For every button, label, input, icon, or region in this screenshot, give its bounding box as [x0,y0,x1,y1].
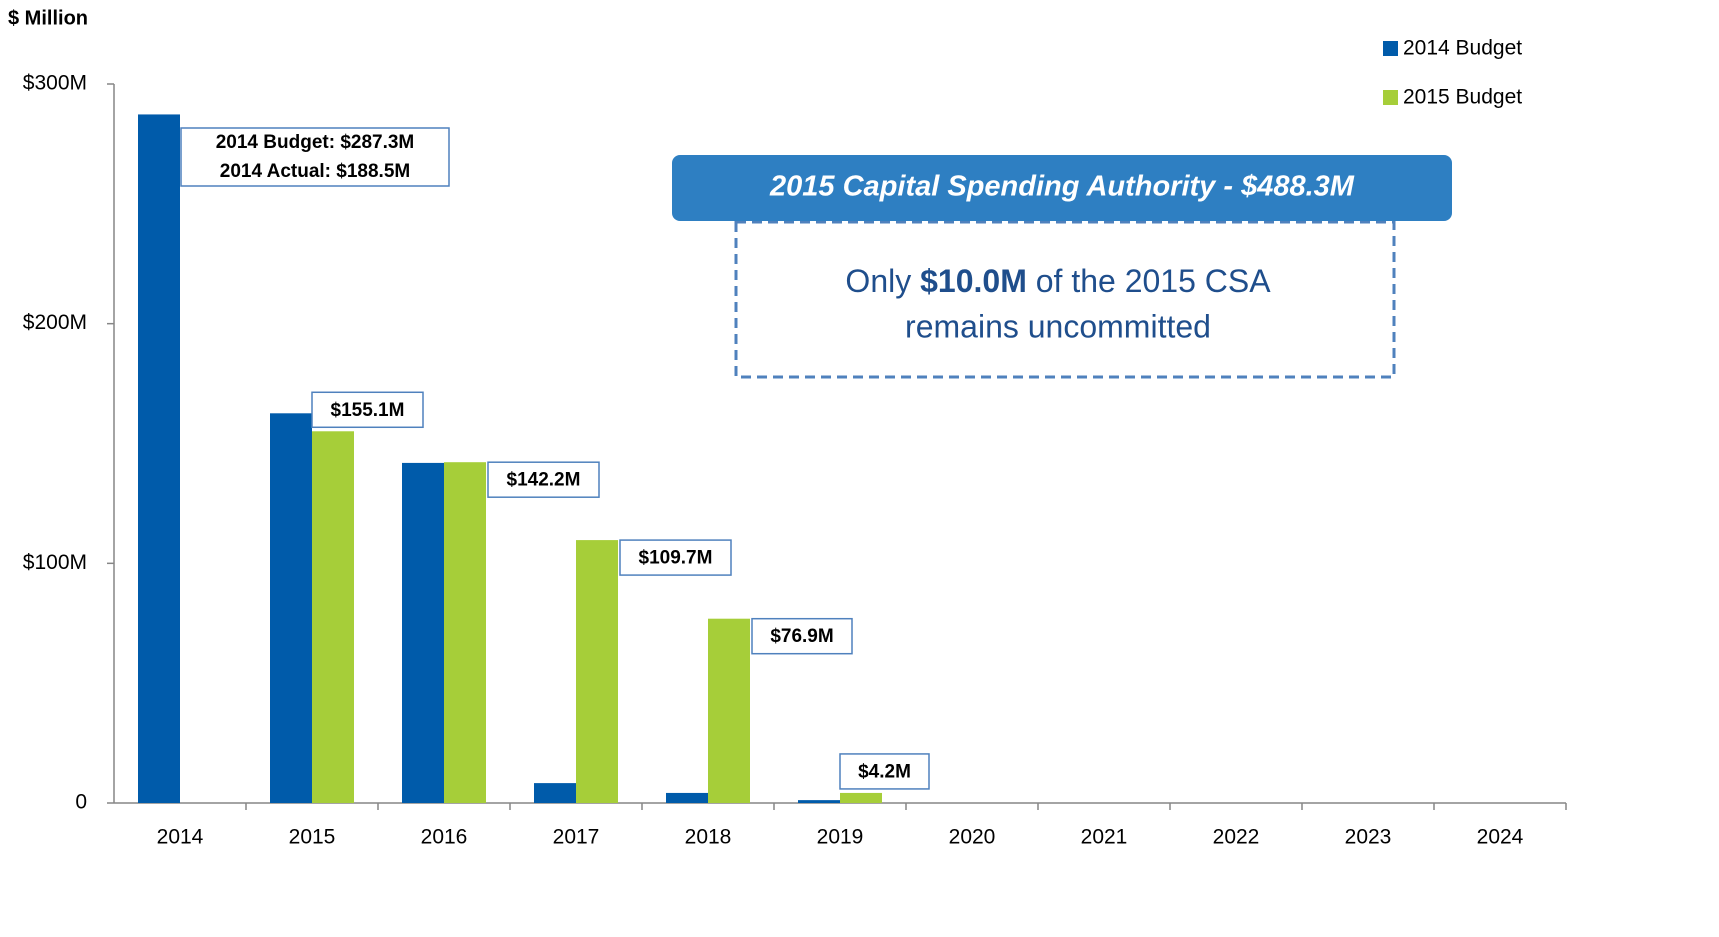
legend-swatch [1383,41,1398,56]
bar [312,431,354,803]
x-tick-label: 2021 [1081,826,1128,849]
value-label-box [751,617,853,655]
callout-text: Only [845,263,920,299]
note-box [180,127,450,187]
value-label: $109.7M [639,548,713,569]
callout-text: of the 2015 CSA [1027,263,1271,299]
bar [840,792,882,803]
x-tick-label: 2017 [553,826,600,849]
x-tick-label: 2019 [817,826,864,849]
value-label-box [839,753,930,790]
y-axis-label: $ Million [8,7,88,29]
x-tick-label: 2018 [685,826,732,849]
value-label: $4.2M [858,761,911,782]
bar [798,800,840,803]
bar [534,783,576,803]
bar [576,540,618,803]
callout-box [734,220,1396,379]
callout-text: Only $10.0M of the 2015 CSA [845,263,1271,299]
callout-banner [672,155,1452,221]
x-tick-label: 2022 [1213,826,1260,849]
bar [138,114,180,803]
bar [402,462,444,803]
value-label-box [487,461,600,498]
bar [444,462,486,803]
legend-label: 2014 Budget [1403,37,1522,60]
y-tick-label: $200M [23,311,87,334]
y-tick-label: 0 [75,791,87,814]
y-tick-label: $300M [23,72,87,95]
legend-label: 2015 Budget [1403,86,1522,109]
callout-title: 2015 Capital Spending Authority - $488.3… [769,171,1355,203]
bar [708,618,750,803]
bar [666,792,708,803]
callout-emph: $10.0M [920,263,1027,299]
value-label-box [619,539,732,576]
x-tick-label: 2024 [1477,826,1524,849]
legend-swatch [1383,90,1398,105]
y-tick-label: $100M [23,551,87,574]
value-label: $76.9M [770,626,833,647]
x-tick-label: 2014 [157,826,204,849]
x-tick-label: 2015 [289,826,336,849]
bar [270,413,312,803]
value-label: $155.1M [331,400,405,421]
note-text: 2014 Budget: $287.3M [216,132,415,153]
note-text: 2014 Actual: $188.5M [220,161,410,182]
x-tick-label: 2016 [421,826,468,849]
x-tick-label: 2020 [949,826,996,849]
value-label-box [311,391,424,429]
x-tick-label: 2023 [1345,826,1392,849]
value-label: $142.2M [507,470,581,491]
callout-text: remains uncommitted [905,308,1211,344]
